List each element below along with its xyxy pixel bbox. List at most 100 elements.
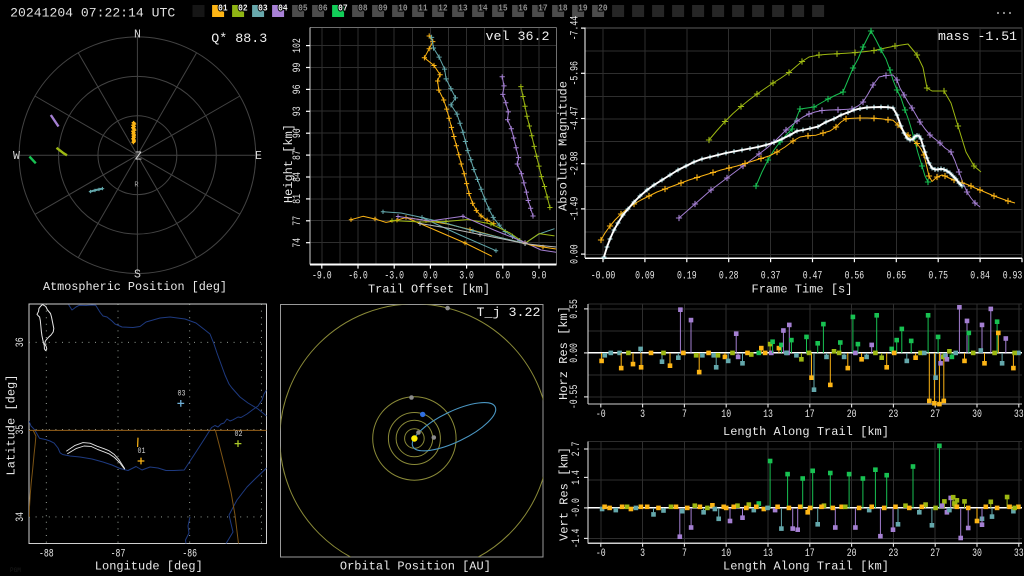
svg-text:87: 87 [292,150,304,160]
svg-text:Orbital Position [AU]: Orbital Position [AU] [340,560,491,574]
svg-text:T_j 3.22: T_j 3.22 [477,305,541,320]
svg-text:-0.00: -0.00 [591,271,616,283]
svg-text:20: 20 [598,4,608,14]
svg-text:9.0: 9.0 [532,271,547,283]
svg-text:99: 99 [292,63,304,73]
svg-text:17: 17 [805,548,815,560]
svg-text:02: 02 [235,429,243,439]
svg-text:08: 08 [358,4,368,14]
svg-text:20: 20 [847,409,857,421]
svg-text:-0.55: -0.55 [569,385,581,410]
svg-text:-1.49: -1.49 [570,197,582,222]
svg-text:E: E [255,150,262,163]
svg-text:23: 23 [889,409,899,421]
svg-text:-0: -0 [596,409,606,421]
svg-text:-3.0: -3.0 [384,271,404,283]
svg-text:03: 03 [258,4,268,14]
svg-text:vel 36.2: vel 36.2 [486,29,550,44]
svg-text:0.09: 0.09 [635,271,655,283]
svg-text:Absolute Magnitude: Absolute Magnitude [557,81,571,211]
svg-text:Height [km]: Height [km] [282,124,296,203]
svg-text:35: 35 [15,425,27,435]
svg-text:84: 84 [292,172,304,182]
svg-text:20: 20 [847,548,857,560]
svg-text:01: 01 [138,446,146,456]
svg-text:81: 81 [292,194,304,204]
svg-text:-88: -88 [39,549,54,561]
svg-text:0.00: 0.00 [570,244,582,264]
svg-text:-86: -86 [182,549,197,561]
svg-text:-7.44: -7.44 [570,16,582,41]
svg-text:0.65: 0.65 [887,271,907,283]
svg-text:19: 19 [578,4,588,14]
svg-text:Length Along Trail [km]: Length Along Trail [km] [723,425,889,439]
svg-text:-0.0: -0.0 [571,498,583,518]
svg-text:10: 10 [398,4,408,14]
svg-text:33: 33 [1014,548,1024,560]
svg-text:09: 09 [378,4,388,14]
svg-text:1.4: 1.4 [571,470,583,485]
svg-text:Horz Res [km]: Horz Res [km] [557,306,571,400]
svg-text:Frame Time [s]: Frame Time [s] [752,283,853,297]
svg-text:13: 13 [763,548,773,560]
svg-text:23: 23 [889,548,899,560]
svg-text:Z: Z [135,151,142,164]
svg-text:0.47: 0.47 [803,271,823,283]
svg-text:Length Along Trail [km]: Length Along Trail [km] [723,560,889,574]
svg-text:04: 04 [278,4,288,14]
svg-text:-2.98: -2.98 [570,151,582,176]
svg-text:17: 17 [538,4,548,14]
svg-text:02: 02 [238,4,248,14]
svg-text:03: 03 [178,389,186,399]
svg-text:2.7: 2.7 [571,442,583,457]
svg-text:mass -1.51: mass -1.51 [938,29,1017,44]
svg-text:10: 10 [721,409,731,421]
svg-text:0.37: 0.37 [761,271,781,283]
svg-text:13: 13 [458,4,468,14]
svg-text:W: W [13,150,20,163]
svg-text:34: 34 [15,512,27,522]
svg-text:36: 36 [15,337,27,347]
svg-text:-87: -87 [111,549,126,561]
svg-text:01: 01 [218,4,228,14]
svg-text:0.93: 0.93 [1003,271,1023,283]
svg-text:7: 7 [682,409,687,421]
svg-text:S: S [134,269,141,282]
svg-text:16: 16 [518,4,528,14]
svg-text:30: 30 [972,548,982,560]
svg-text:0.28: 0.28 [719,271,739,283]
svg-text:07: 07 [338,4,348,14]
svg-text:...: ... [995,3,1013,19]
svg-text:13: 13 [763,409,773,421]
svg-text:77: 77 [292,216,304,226]
svg-text:12: 12 [438,4,448,14]
svg-text:R: R [134,182,139,190]
svg-text:33: 33 [1014,409,1024,421]
svg-text:15: 15 [498,4,508,14]
svg-text:18: 18 [558,4,568,14]
svg-text:N: N [134,29,141,42]
svg-text:11: 11 [418,4,428,14]
svg-text:10: 10 [721,548,731,560]
svg-text:27: 27 [930,548,940,560]
svg-text:0.0: 0.0 [423,271,438,283]
svg-text:Latitude [deg]: Latitude [deg] [5,375,19,476]
svg-text:3: 3 [640,548,645,560]
svg-text:Atmospheric Position [deg]: Atmospheric Position [deg] [43,280,227,294]
svg-text:PGM: PGM [10,567,21,574]
svg-text:7: 7 [682,548,687,560]
svg-text:30: 30 [972,409,982,421]
svg-text:102: 102 [292,38,304,53]
svg-text:05: 05 [298,4,308,14]
svg-text:0.00: 0.00 [569,343,581,363]
svg-text:-4.47: -4.47 [570,106,582,131]
svg-text:-6.0: -6.0 [348,271,368,283]
svg-text:-5.96: -5.96 [570,61,582,86]
svg-text:Longitude [deg]: Longitude [deg] [95,560,203,574]
svg-text:14: 14 [478,4,488,14]
svg-text:74: 74 [292,238,304,248]
svg-text:3: 3 [640,409,645,421]
svg-text:0.75: 0.75 [928,271,948,283]
svg-text:93: 93 [292,106,304,116]
svg-text:0.84: 0.84 [970,271,990,283]
